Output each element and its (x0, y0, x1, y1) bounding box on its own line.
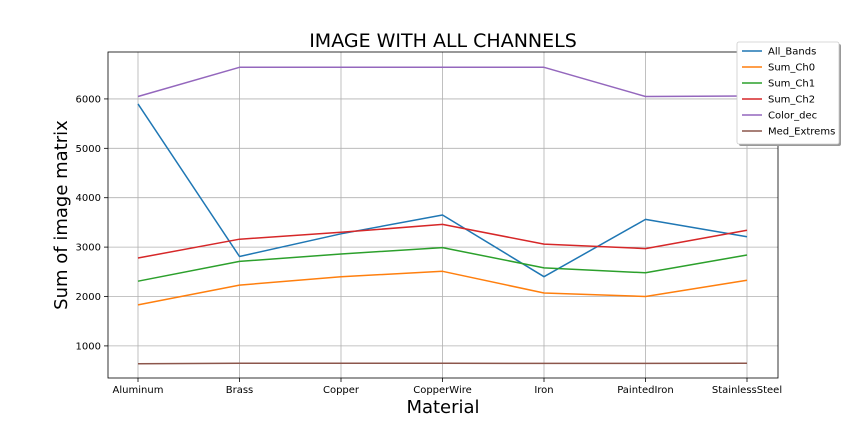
y-tick-label: 3000 (76, 243, 101, 254)
legend: All_Bands Sum_Ch0 Sum_Ch1 Sum_Ch2 Color_dec M… (736, 41, 841, 146)
x-tick-label: StainlessSteel (712, 385, 782, 396)
legend-label: Sum_Ch1 (768, 79, 815, 90)
series-line-all-bands (137, 103, 748, 278)
y-axis-title: Sum of image matrix (51, 120, 72, 310)
y-tick-label: 2000 (76, 292, 101, 303)
legend-label: Sum_Ch0 (768, 63, 815, 74)
series-line-sum-ch2 (137, 223, 748, 259)
grid (108, 52, 778, 378)
series-lines (137, 66, 748, 365)
y-tick-label: 4000 (76, 193, 101, 204)
x-tick-label: Iron (534, 385, 553, 396)
legend-label: Color_dec (768, 111, 817, 122)
x-tick-label: Aluminum (113, 385, 164, 396)
x-axis-title: Material (406, 397, 479, 418)
chart-title: IMAGE WITH ALL CHANNELS (309, 30, 577, 52)
legend-label: All_Bands (768, 47, 816, 58)
x-tick-label: Copper (323, 385, 360, 396)
x-axis-ticks: Aluminum Brass Copper CopperWire Iron Painted… (113, 378, 782, 396)
x-tick-label: PaintedIron (617, 385, 674, 396)
plot-frame (107, 51, 779, 379)
x-tick-label: Brass (226, 385, 254, 396)
legend-label: Med_Extrems (768, 127, 835, 138)
series-line-sum-ch0 (137, 270, 748, 306)
legend-label: Sum_Ch2 (768, 95, 815, 106)
series-line-med-extrems (137, 362, 748, 365)
x-tick-label: CopperWire (413, 385, 472, 396)
y-axis-ticks: 1000 2000 3000 4000 5000 6000 (76, 94, 108, 352)
legend-box (736, 41, 840, 145)
y-tick-label: 1000 (76, 341, 101, 352)
series-line-color-dec (137, 66, 748, 98)
y-tick-label: 5000 (76, 144, 101, 155)
y-tick-label: 6000 (76, 94, 101, 105)
series-line-sum-ch1 (137, 246, 748, 282)
